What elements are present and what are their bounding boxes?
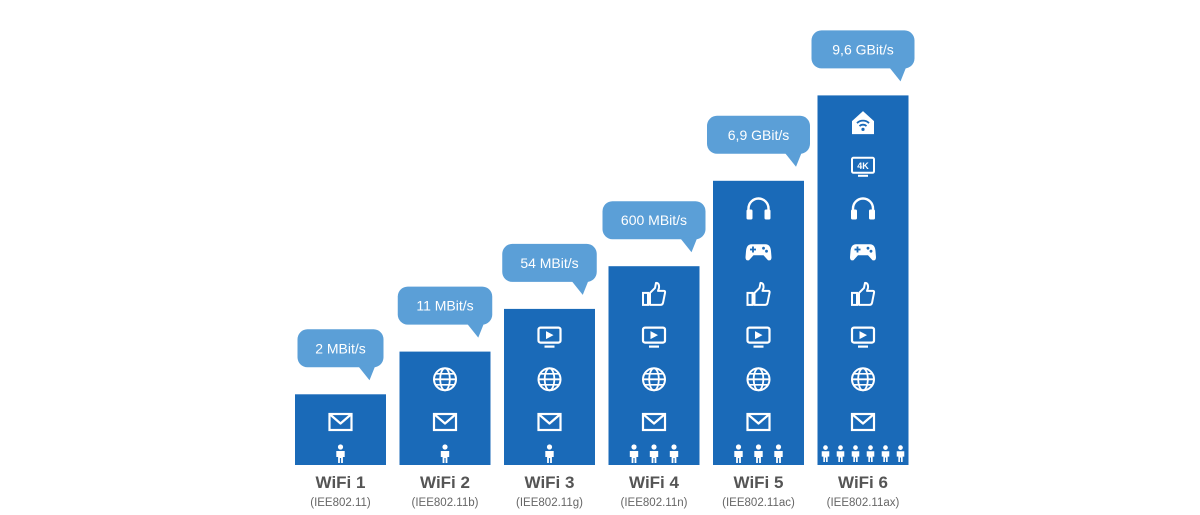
generation-label: WiFi 1 [316, 473, 366, 492]
gamepad-icon [745, 244, 772, 261]
person-icon [669, 444, 679, 463]
generation-label: WiFi 4 [629, 473, 679, 492]
tv-4k-label: 4K [857, 161, 869, 171]
headphones-icon [746, 197, 771, 220]
mail-icon [641, 412, 667, 432]
speed-label: 2 MBit/s [315, 340, 366, 356]
globe-icon [537, 367, 562, 392]
standard-label: (IEE802.11) [310, 497, 371, 509]
mail-icon [537, 412, 562, 432]
video-icon [641, 326, 667, 348]
4k-tv-icon: 4K [851, 156, 875, 177]
gamepad-icon [850, 244, 876, 261]
standard-label: (IEE802.11ax) [827, 497, 900, 509]
globe-icon [851, 367, 875, 392]
globe-icon [433, 367, 457, 392]
speed-bubble [397, 286, 493, 338]
mail-icon [432, 412, 458, 432]
person-icon [336, 444, 345, 463]
generation-label: WiFi 2 [420, 473, 470, 492]
speed-label: 600 MBit/s [621, 212, 687, 228]
smart-home-icon [852, 111, 874, 135]
thumbs-up-icon [851, 281, 876, 306]
speed-bubble [602, 201, 706, 253]
speed-label: 54 MBit/s [520, 255, 578, 271]
video-icon [850, 326, 876, 348]
speed-bubble [811, 30, 915, 82]
speed-bubble [297, 329, 384, 381]
video-icon [537, 326, 562, 348]
globe-icon [642, 367, 666, 392]
bar-wifi-3 [504, 308, 595, 465]
person-icon [754, 444, 763, 463]
person-icon [881, 445, 890, 462]
person-icon [774, 444, 783, 463]
bar-wifi-5 [713, 180, 804, 466]
thumbs-up-icon [746, 281, 771, 306]
standard-label: (IEE802.11ac) [722, 497, 795, 509]
headphones-icon [851, 197, 875, 220]
person-icon [440, 444, 450, 463]
mail-icon [328, 412, 353, 432]
standard-label: (IEE802.11b) [412, 497, 479, 509]
person-icon [545, 444, 554, 463]
person-icon [734, 444, 743, 463]
mail-icon [746, 412, 771, 432]
video-icon [746, 326, 771, 348]
speed-bubble [502, 243, 597, 295]
standard-label: (IEE802.11g) [516, 497, 583, 509]
bar-wifi-6 [817, 95, 909, 466]
person-icon [866, 445, 875, 462]
mail-icon [850, 412, 876, 432]
person-icon [649, 444, 659, 463]
person-icon [821, 445, 830, 462]
standard-label: (IEE802.11n) [621, 497, 688, 509]
speed-label: 11 MBit/s [416, 298, 473, 314]
person-icon [629, 444, 639, 463]
speed-bubble [707, 115, 810, 167]
generation-label: WiFi 5 [734, 473, 784, 492]
person-icon [896, 445, 905, 462]
person-icon [836, 445, 845, 462]
bar-wifi-4 [608, 266, 700, 465]
speed-label: 6,9 GBit/s [728, 127, 789, 143]
generation-label: WiFi 3 [525, 473, 575, 492]
globe-icon [746, 367, 771, 392]
thumbs-up-icon [642, 281, 667, 306]
person-icon [851, 445, 860, 462]
speed-label: 9,6 GBit/s [832, 41, 893, 57]
generation-label: WiFi 6 [838, 473, 888, 492]
